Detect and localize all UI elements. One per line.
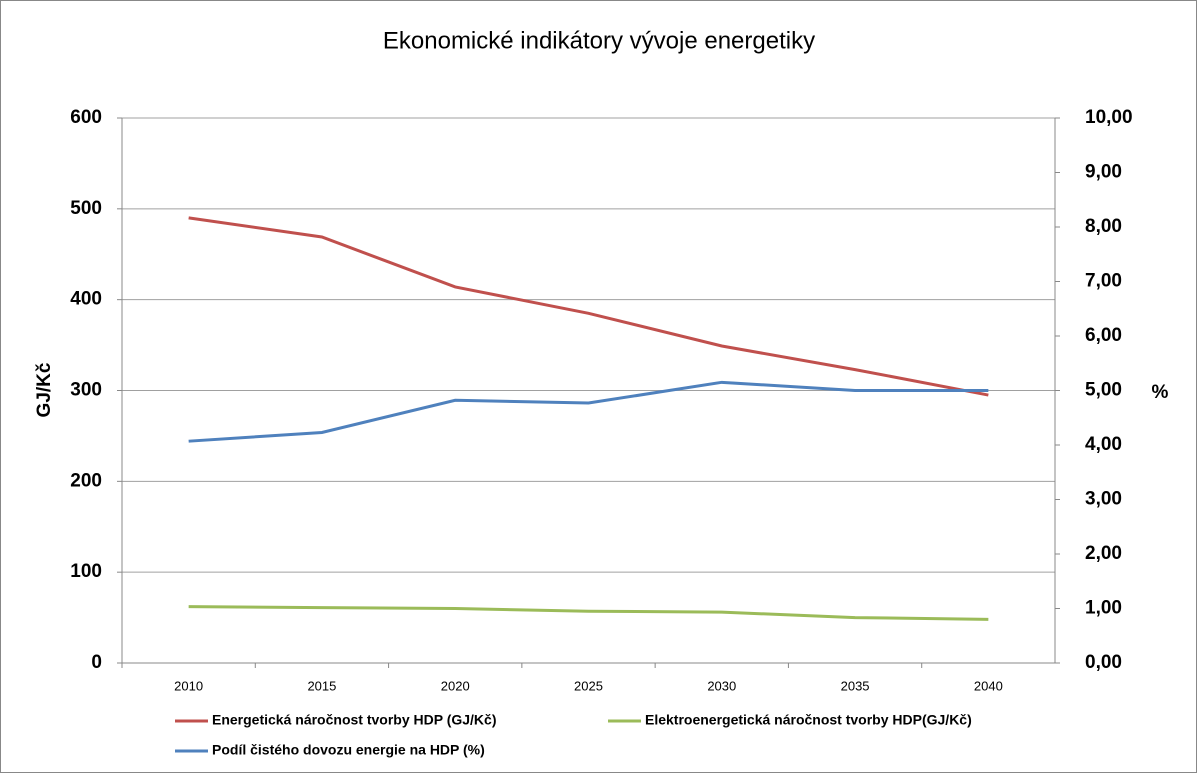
legend-label: Podíl čistého dovozu energie na HDP (%) (212, 742, 485, 758)
x-tick-label: 2040 (974, 678, 1003, 693)
y2-tick-label: 3,00 (1085, 489, 1122, 510)
y2-tick-label: 6,00 (1085, 325, 1122, 346)
legend-label: Energetická náročnost tvorby HDP (GJ/Kč) (212, 712, 496, 728)
x-tick-label: 2010 (174, 678, 203, 693)
y-tick-label: 100 (70, 561, 102, 582)
y2-tick-label: 5,00 (1085, 380, 1122, 401)
y-tick-label: 600 (70, 107, 102, 128)
y2-tick-label: 8,00 (1085, 216, 1122, 237)
legend-label: Elektroenergetická náročnost tvorby HDP(… (645, 712, 972, 728)
y2-tick-label: 4,00 (1085, 434, 1122, 455)
y-tick-label: 0 (91, 652, 102, 673)
series-line (188, 216, 989, 397)
series-line (188, 380, 989, 443)
x-tick-label: 2015 (307, 678, 336, 693)
y2-tick-label: 1,00 (1085, 598, 1122, 619)
series-line (188, 605, 989, 621)
chart-title: Ekonomické indikátory vývoje energetiky (383, 27, 815, 54)
x-tick-label: 2035 (841, 678, 870, 693)
x-tick-label: 2020 (441, 678, 470, 693)
y2-tick-label: 7,00 (1085, 271, 1122, 292)
x-tick-label: 2025 (574, 678, 603, 693)
y-tick-label: 200 (70, 470, 102, 491)
y2-tick-label: 2,00 (1085, 543, 1122, 564)
y-axis-label: GJ/Kč (34, 362, 55, 417)
x-tick-label: 2030 (707, 678, 736, 693)
y2-tick-label: 0,00 (1085, 652, 1122, 673)
y-tick-label: 500 (70, 198, 102, 219)
y2-axis-label: % (1152, 382, 1169, 403)
y2-tick-label: 10,00 (1085, 107, 1133, 128)
y-tick-label: 400 (70, 289, 102, 310)
y2-tick-label: 9,00 (1085, 162, 1122, 183)
y-tick-label: 300 (70, 380, 102, 401)
